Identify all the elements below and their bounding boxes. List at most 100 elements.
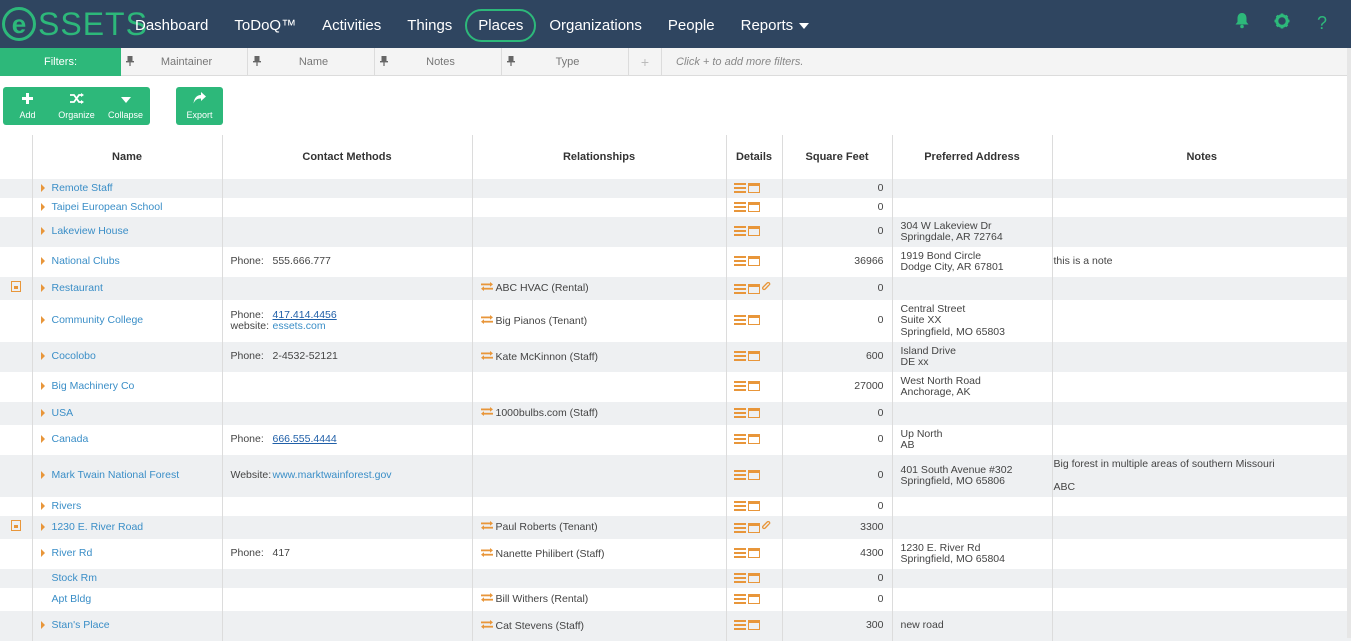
table-row[interactable]: Lakeview House 0 304 W Lakeview Dr Springda…	[0, 217, 1351, 247]
calendar-icon[interactable]	[747, 351, 760, 362]
calendar-icon[interactable]	[747, 201, 760, 212]
list-icon[interactable]	[733, 548, 746, 559]
place-name-link[interactable]: Taipei European School	[51, 200, 163, 213]
expand-caret-icon[interactable]	[40, 257, 45, 266]
paperclip-icon[interactable]	[761, 520, 771, 535]
expand-caret-icon[interactable]	[40, 435, 45, 444]
relationship-text[interactable]: Big Pianos (Tenant)	[495, 314, 588, 327]
calendar-icon[interactable]	[747, 572, 760, 583]
table-row[interactable]: Community College Phone: 417.414.4456 websi…	[0, 300, 1351, 342]
image-file-icon[interactable]	[10, 281, 21, 293]
table-row[interactable]: Canada Phone: 666.555.4444 0 Up North AB	[0, 425, 1351, 455]
expand-caret-icon[interactable]	[40, 549, 45, 558]
table-row[interactable]: Apt Bldg Bill Withers (Rental) 0	[0, 588, 1351, 611]
nav-item-things[interactable]: Things	[394, 9, 465, 42]
header-name[interactable]: Name	[31, 135, 222, 179]
nav-item-people[interactable]: People	[655, 9, 728, 42]
calendar-icon[interactable]	[747, 283, 760, 294]
pin-icon[interactable]	[507, 55, 521, 69]
filter-name[interactable]: Name	[248, 48, 375, 76]
pin-icon[interactable]	[253, 55, 267, 69]
add-button[interactable]: Add	[3, 87, 52, 125]
list-icon[interactable]	[733, 351, 746, 362]
table-row[interactable]: Restaurant ABC HVAC (Rental) 0	[0, 277, 1351, 300]
nav-item-activities[interactable]: Activities	[309, 9, 394, 42]
relationship-text[interactable]: Cat Stevens (Staff)	[495, 619, 585, 632]
expand-caret-icon[interactable]	[40, 471, 45, 480]
export-button[interactable]: Export	[176, 87, 223, 125]
place-name-link[interactable]: Remote Staff	[51, 181, 113, 194]
place-name-link[interactable]: USA	[51, 406, 74, 419]
expand-caret-icon[interactable]	[40, 202, 45, 211]
list-icon[interactable]	[733, 381, 746, 392]
calendar-icon[interactable]	[747, 522, 760, 533]
place-name-link[interactable]: Cocolobo	[51, 350, 96, 363]
calendar-icon[interactable]	[747, 226, 760, 237]
contact-link[interactable]: 417.414.4456	[272, 308, 337, 321]
expand-caret-icon[interactable]	[40, 408, 45, 417]
list-icon[interactable]	[733, 226, 746, 237]
place-name-link[interactable]: Canada	[51, 433, 89, 446]
header-square-feet[interactable]: Square Feet	[781, 135, 892, 179]
filter-notes[interactable]: Notes	[375, 48, 502, 76]
list-icon[interactable]	[733, 407, 746, 418]
list-icon[interactable]	[733, 522, 746, 533]
calendar-icon[interactable]	[747, 470, 760, 481]
nav-item-organizations[interactable]: Organizations	[536, 9, 655, 42]
header-contact-methods[interactable]: Contact Methods	[221, 135, 472, 179]
pin-icon[interactable]	[126, 55, 140, 69]
organize-button[interactable]: Organize	[52, 87, 101, 125]
relationship-text[interactable]: Kate McKinnon (Staff)	[495, 350, 599, 363]
place-name-link[interactable]: 1230 E. River Road	[51, 520, 144, 533]
list-icon[interactable]	[733, 256, 746, 267]
expand-caret-icon[interactable]	[40, 183, 45, 192]
table-row[interactable]: Mark Twain National Forest Website:www.ma…	[0, 455, 1351, 497]
table-row[interactable]: Remote Staff 0	[0, 179, 1351, 198]
place-name-link[interactable]: Lakeview House	[51, 225, 129, 238]
list-icon[interactable]	[733, 283, 746, 294]
table-row[interactable]: Taipei European School 0	[0, 198, 1351, 217]
add-filter-button[interactable]: +	[629, 48, 662, 76]
relationship-text[interactable]: 1000bulbs.com (Staff)	[495, 407, 599, 420]
expand-caret-icon[interactable]	[40, 316, 45, 325]
table-row[interactable]: Rivers 0	[0, 497, 1351, 516]
list-icon[interactable]	[733, 315, 746, 326]
table-row[interactable]: Cocolobo Phone: 2-4532-52121 Kate McKinnon …	[0, 342, 1351, 372]
expand-caret-icon[interactable]	[40, 382, 45, 391]
filter-maintainer[interactable]: Maintainer	[121, 48, 248, 76]
table-row[interactable]: USA 1000bulbs.com (Staff) 0	[0, 402, 1351, 425]
list-icon[interactable]	[733, 572, 746, 583]
collapse-button[interactable]: Collapse	[101, 87, 150, 125]
list-icon[interactable]	[733, 620, 746, 631]
nav-item-places[interactable]: Places	[465, 8, 537, 42]
expand-caret-icon[interactable]	[40, 621, 45, 630]
place-name-link[interactable]: Mark Twain National Forest	[51, 469, 180, 482]
contact-link[interactable]: www.marktwainforest.gov	[272, 469, 392, 482]
list-icon[interactable]	[733, 201, 746, 212]
relationship-text[interactable]: Nanette Philibert (Staff)	[495, 547, 605, 560]
contact-link[interactable]: essets.com	[272, 320, 326, 332]
expand-caret-icon[interactable]	[40, 501, 45, 510]
relationship-text[interactable]: Paul Roberts (Tenant)	[495, 521, 598, 534]
paperclip-icon[interactable]	[761, 281, 771, 296]
list-icon[interactable]	[733, 593, 746, 604]
expand-caret-icon[interactable]	[40, 283, 45, 292]
table-row[interactable]: 1230 E. River Road Paul Roberts (Tenant) 3…	[0, 516, 1351, 539]
help-icon[interactable]: ?	[1316, 12, 1327, 33]
calendar-icon[interactable]	[747, 315, 760, 326]
header-notes[interactable]: Notes	[1051, 135, 1351, 179]
pin-icon[interactable]	[380, 55, 394, 69]
expand-caret-icon[interactable]	[40, 522, 45, 531]
list-icon[interactable]	[733, 500, 746, 511]
calendar-icon[interactable]	[747, 593, 760, 604]
expand-caret-icon[interactable]	[40, 227, 45, 236]
relationship-text[interactable]: Bill Withers (Rental)	[495, 593, 589, 606]
expand-caret-icon[interactable]	[40, 352, 45, 361]
table-row[interactable]: Big Machinery Co 27000 West North Road Anch…	[0, 372, 1351, 402]
calendar-icon[interactable]	[747, 381, 760, 392]
contact-link[interactable]: 666.555.4444	[272, 433, 337, 446]
header-details[interactable]: Details	[725, 135, 782, 179]
image-file-icon[interactable]	[10, 520, 21, 532]
calendar-icon[interactable]	[747, 434, 760, 445]
filter-type[interactable]: Type	[502, 48, 629, 76]
